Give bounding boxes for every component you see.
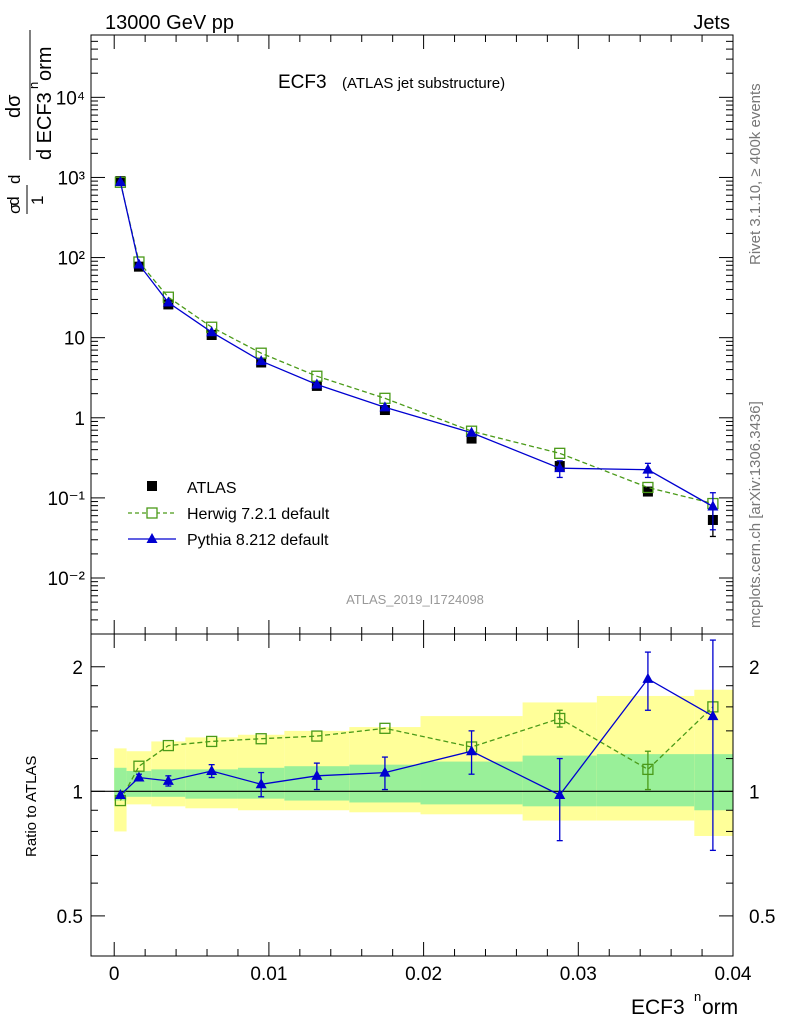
legend-label-herwig: Herwig 7.2.1 default [187, 506, 330, 523]
ratio-x-tick-label: 0 [109, 964, 120, 985]
main-point-pythia [466, 426, 478, 437]
ylabel-frac-den: σ [5, 203, 24, 214]
ratio-series-line-0 [119, 706, 714, 801]
ratio-point-herwig [642, 763, 654, 776]
main-point-pythia [114, 175, 126, 186]
ratio-point-herwig [133, 760, 145, 772]
header-left-label: 13000 GeV pp [105, 12, 234, 34]
main-y-tick-label: 10³ [58, 168, 85, 189]
ratio-point-pythia [311, 769, 323, 780]
x-axis-label: ECF3 n orm [631, 989, 738, 1019]
header-right-label: Jets [693, 12, 730, 34]
ratio-x-tick-label: 0.03 [560, 964, 597, 985]
main-point-pythia [311, 378, 323, 389]
main-y-tick-label: 10⁴ [56, 88, 85, 109]
ratio-point-herwig [206, 735, 218, 748]
main-series-line-2 [119, 181, 714, 508]
xlabel-tail: orm [702, 996, 738, 1019]
ylabel-tail: orm [34, 47, 56, 81]
ratio-point-pythia [133, 771, 145, 782]
xlabel-sup: n [694, 989, 701, 1004]
ratio-point-pythia [554, 788, 566, 799]
ratio-y-tick-label-right: 2 [749, 658, 760, 679]
ratio-point-herwig [554, 712, 566, 725]
ratio-band-green [596, 754, 695, 807]
main-point-pythia [379, 401, 391, 412]
ylabel-d-den: d ECF3 [34, 92, 56, 160]
main-y-tick-label: 10⁻² [48, 569, 86, 590]
ratio-point-pythia [114, 788, 126, 799]
ratio-panel: 0.5 0.5 1 1 2 2 0 0.01 0.02 0.03 0.04 [57, 633, 775, 985]
ratio-x-tick-label: 0.01 [250, 964, 287, 985]
main-point-herwig [554, 447, 566, 459]
ratio-point-pythia [206, 764, 218, 775]
ratio-y-axis-label: Ratio to ATLAS [23, 756, 40, 857]
main-y-tick-label: 10² [58, 249, 85, 270]
main-series-line-1 [119, 182, 714, 505]
ratio-y-tick-label-left: 1 [72, 782, 83, 803]
ratio-y-tick-label-right: 0.5 [749, 907, 775, 928]
legend: ATLAS Herwig 7.2.1 default Pythia 8.212 … [128, 480, 330, 549]
main-panel: 10⁻² 10⁻¹ 1 10 10² 10³ 10⁴ [48, 34, 734, 635]
xlabel-main: ECF3 [631, 996, 685, 1019]
ratio-y-tick-label-right: 1 [749, 782, 760, 803]
main-point-pythia [133, 258, 145, 269]
main-point-pythia [642, 463, 654, 474]
legend-marker-pythia [146, 533, 158, 543]
main-point-pythia [255, 355, 267, 366]
mcplots-label: mcplots.cern.ch [arXiv:1306.3436] [747, 401, 764, 628]
main-point-pythia [707, 500, 719, 511]
ratio-point-herwig [311, 730, 323, 742]
ratio-point-herwig [379, 722, 391, 734]
ratio-point-pythia [162, 774, 174, 785]
main-y-tick-label: 10 [64, 329, 85, 350]
ylabel-d-left: d [4, 196, 23, 205]
analysis-label: ATLAS_2019_I1724098 [346, 592, 484, 607]
ratio-frame [90, 633, 734, 957]
ratio-y-tick-label-left: 0.5 [57, 907, 83, 928]
legend-label-atlas: ATLAS [187, 480, 237, 497]
legend-label-pythia: Pythia 8.212 default [187, 532, 329, 549]
ratio-x-tick-label: 0.02 [405, 964, 442, 985]
main-y-tick-label: 10⁻¹ [48, 489, 86, 510]
main-point-pythia [206, 326, 218, 337]
ratio-band-green [694, 754, 733, 811]
ratio-point-herwig [162, 739, 174, 752]
ylabel-sup: n [26, 82, 41, 89]
main-point-pythia [162, 296, 174, 307]
main-y-tick-label: 1 [74, 409, 85, 430]
plot-subtitle: (ATLAS jet substructure) [342, 75, 505, 92]
main-point-herwig [642, 481, 654, 494]
ylabel-d-num: dσ [3, 94, 25, 118]
main-point-atlas [642, 486, 653, 497]
rivet-label: Rivet 3.1.10, ≥ 400k events [747, 83, 764, 265]
ratio-point-pythia [255, 778, 267, 789]
ratio-point-pythia [466, 745, 478, 756]
main-y-axis-label: 1 d σ d dσ d ECF3 n orm [3, 30, 56, 214]
legend-marker-atlas [147, 481, 157, 491]
ylabel-d-small: d [5, 175, 24, 184]
ratio-y-tick-label-left: 2 [72, 658, 83, 679]
ratio-point-pythia [642, 672, 654, 683]
ratio-point-herwig [255, 733, 267, 745]
ratio-point-pythia [379, 766, 391, 777]
ylabel-frac-num: 1 [28, 196, 47, 205]
legend-marker-herwig [146, 507, 158, 519]
ratio-point-pythia [707, 710, 719, 721]
plot-title: ECF3 [278, 72, 327, 93]
main-point-atlas [466, 433, 477, 444]
ratio-x-tick-label: 0.04 [715, 964, 752, 985]
main-point-pythia [554, 462, 566, 473]
